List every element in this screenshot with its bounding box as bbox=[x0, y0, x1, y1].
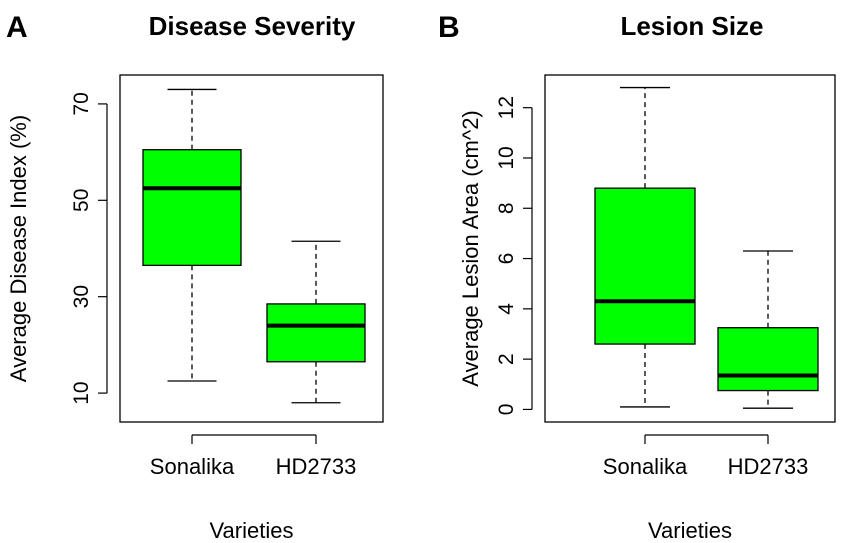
box-iqr bbox=[266, 303, 366, 363]
chart-title: Lesion Size bbox=[620, 11, 763, 41]
panel-b: B Lesion Size 0 2 4 6 8 10 12 Average Lesion Area… bbox=[438, 11, 836, 543]
box-iqr bbox=[717, 327, 819, 392]
x-tick-label: Sonalika bbox=[150, 454, 235, 479]
x-tick-label: Sonalika bbox=[603, 454, 688, 479]
y-tick-label: 70 bbox=[70, 92, 93, 115]
panel-a: A Disease Severity 10 30 50 70 Average Disease… bbox=[6, 11, 384, 543]
y-tick-label: 50 bbox=[70, 189, 93, 212]
box-iqr bbox=[594, 187, 696, 345]
box-sonalika bbox=[142, 88, 242, 382]
x-tick-label: HD2733 bbox=[276, 454, 357, 479]
box-sonalika bbox=[594, 86, 696, 408]
y-tick-label: 30 bbox=[70, 285, 93, 308]
box-hd2733 bbox=[266, 240, 366, 404]
box-iqr bbox=[142, 149, 242, 267]
y-tick-label: 2 bbox=[495, 353, 518, 365]
y-axis-label: Average Disease Index (%) bbox=[6, 115, 31, 382]
box-hd2733 bbox=[717, 250, 819, 409]
y-tick-label: 8 bbox=[495, 202, 518, 214]
plot-frame bbox=[544, 74, 836, 423]
x-axis-label: Varieties bbox=[648, 518, 732, 543]
y-tick-label: 0 bbox=[495, 404, 518, 416]
y-tick-label: 10 bbox=[495, 146, 518, 169]
y-axis-label: Average Lesion Area (cm^2) bbox=[458, 110, 483, 387]
y-tick-label: 4 bbox=[495, 303, 518, 315]
y-tick-label: 6 bbox=[495, 253, 518, 265]
x-tick-label: HD2733 bbox=[728, 454, 809, 479]
chart-title: Disease Severity bbox=[149, 11, 356, 41]
plot-frame bbox=[119, 74, 384, 423]
panel-letter: A bbox=[6, 11, 28, 44]
y-tick-label: 12 bbox=[495, 96, 518, 119]
panel-letter: B bbox=[438, 11, 460, 44]
y-tick-label: 10 bbox=[70, 381, 93, 404]
x-axis-label: Varieties bbox=[210, 518, 294, 543]
